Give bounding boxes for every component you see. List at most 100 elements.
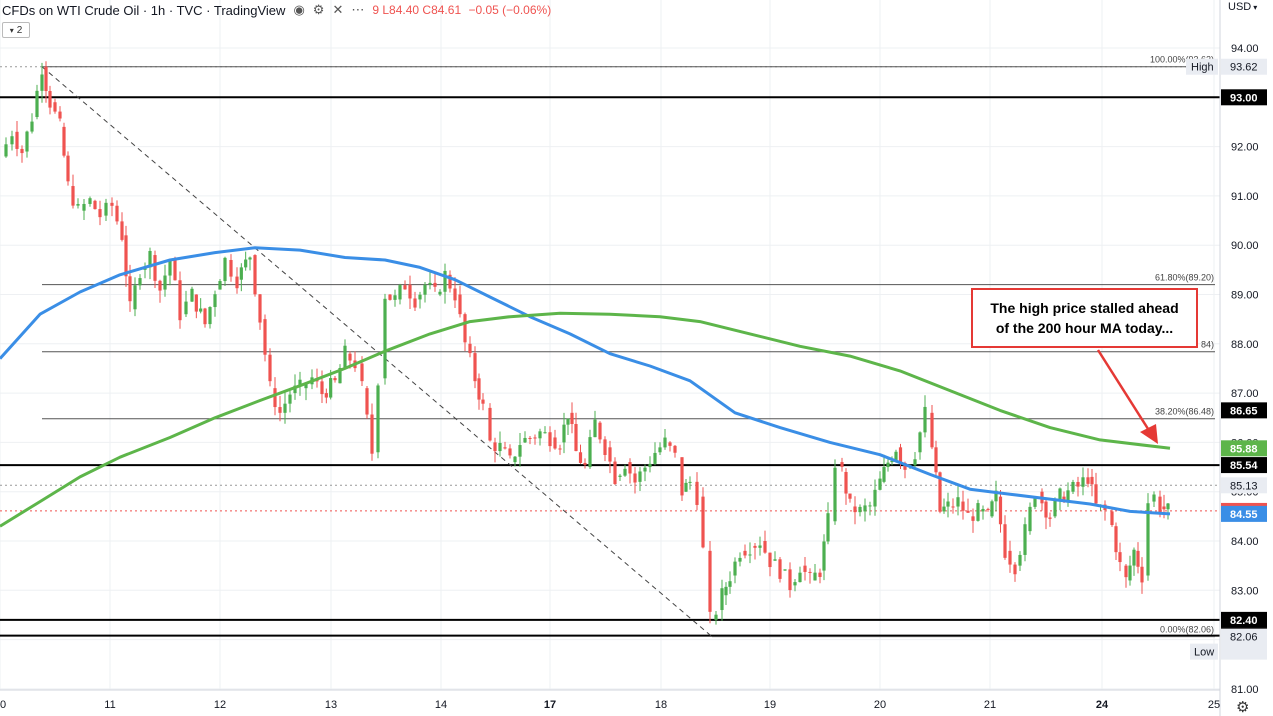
candle-body (239, 267, 243, 280)
time-axis[interactable]: 10 11 12 13 14 17 18 19 20 21 24 25 (0, 689, 1220, 711)
high-value: 9 (372, 3, 380, 17)
candle-body (288, 394, 292, 404)
time-tick-label: 17 (544, 699, 556, 711)
low-tag-label: Low (1194, 647, 1214, 659)
candle-body (229, 259, 233, 277)
candle-body (10, 136, 14, 145)
candle-body (48, 91, 52, 108)
candle-body (218, 281, 222, 290)
time-tick-label: 21 (984, 699, 996, 711)
candle-body (653, 452, 657, 464)
candle-body (283, 403, 287, 413)
candle-body (365, 388, 369, 415)
candle-body (588, 437, 592, 468)
candle-body (263, 319, 267, 355)
candle-body (882, 467, 886, 482)
candle-body (981, 508, 985, 512)
candle-body (82, 203, 86, 211)
symbol-title[interactable]: CFDs on WTI Crude Oil · 1h · TVC · Tradi… (2, 2, 286, 18)
candle-body (844, 471, 848, 494)
candle-body (1128, 565, 1132, 581)
candle-body (124, 235, 128, 277)
candle-body (273, 388, 277, 408)
candle-body (1018, 554, 1022, 566)
moving-average-line (0, 311, 1171, 528)
candle-body (863, 505, 867, 512)
settings-icon[interactable]: ⚙ (312, 2, 325, 17)
annotation-line-2: of the 200 hour MA today... (995, 320, 1174, 336)
candle-body (513, 456, 517, 463)
candle-body (628, 462, 632, 474)
candle-body (248, 257, 252, 260)
candle-body (1110, 511, 1114, 526)
price-tick-label: 91.00 (1231, 191, 1259, 203)
currency-selector[interactable]: USD ▾ (1228, 1, 1257, 13)
candle-body (533, 437, 537, 439)
candle-body (138, 278, 142, 286)
price-tick-label: 87.00 (1231, 388, 1259, 400)
change-value: −0.05 (−0.06%) (468, 3, 552, 17)
fib-level-label: 84) (1201, 340, 1214, 350)
candle-body (428, 282, 432, 285)
candle-body (503, 447, 507, 449)
candle-body (688, 481, 692, 483)
candle-body (1028, 506, 1032, 532)
price-label-box (1221, 628, 1267, 645)
candle-body (570, 412, 574, 425)
candle-body (258, 294, 262, 323)
time-tick-label: 25 (1208, 699, 1220, 711)
candle-body (668, 442, 672, 446)
candle-body (701, 496, 705, 548)
chart-settings-gear-icon[interactable]: ⚙ (1236, 699, 1250, 716)
candle-body (413, 298, 417, 308)
low-value: L84.40 (382, 3, 420, 17)
price-tick-label: 92.00 (1231, 142, 1259, 154)
price-tick-label: 94.00 (1231, 43, 1259, 55)
more-icon[interactable]: ⋯ (351, 2, 365, 17)
candle-body (538, 431, 542, 439)
candle-body (658, 447, 662, 453)
candle-body (566, 418, 570, 425)
candle-body (98, 209, 102, 218)
candle-body (443, 270, 447, 292)
trendline[interactable] (41, 66, 713, 638)
candle-body (62, 126, 66, 156)
candle-body (528, 437, 532, 439)
arrow-head (1140, 424, 1158, 444)
candle-body (338, 367, 342, 384)
candle-body (966, 510, 970, 513)
candle-body (148, 250, 152, 268)
candle-body (370, 414, 374, 454)
candle-body (128, 276, 132, 302)
time-tick-label: 14 (435, 699, 447, 711)
price-axis[interactable]: 94.00 93.00 92.00 91.00 90.00 89.00 88.00 87.00… (1219, 0, 1273, 716)
candle-body (934, 447, 938, 473)
candle-body (553, 437, 557, 449)
candle-body (680, 457, 684, 496)
candle-body (986, 508, 990, 510)
annotation-callout[interactable]: The high price stalled ahead of the 200 … (971, 288, 1198, 348)
candle-body (253, 255, 257, 295)
candle-body (848, 493, 852, 499)
candle-body (1114, 526, 1118, 553)
candle-body (194, 294, 198, 312)
candle-body (30, 121, 34, 132)
price-label-text: 82.40 (1230, 615, 1258, 627)
price-labels: 93.6293.0086.6585.8885.5485.1384.6184.55… (1186, 58, 1267, 660)
candle-body (613, 461, 617, 484)
fib-level-label: 0.00%(82.06) (1160, 625, 1214, 635)
candle-body (66, 155, 70, 182)
eye-icon[interactable]: ◉ (293, 2, 305, 17)
candle-body (376, 385, 380, 453)
close-icon[interactable]: ✕ (332, 2, 344, 17)
candle-body (894, 451, 898, 461)
candle-body (886, 462, 890, 468)
candle-body (25, 131, 29, 152)
candle-body (623, 468, 627, 476)
candle-body (1124, 565, 1128, 578)
candle-body (673, 445, 677, 453)
candle-body (20, 148, 24, 154)
candle-body (223, 257, 227, 282)
indicator-toggle[interactable]: ▾ 2 (2, 22, 30, 38)
